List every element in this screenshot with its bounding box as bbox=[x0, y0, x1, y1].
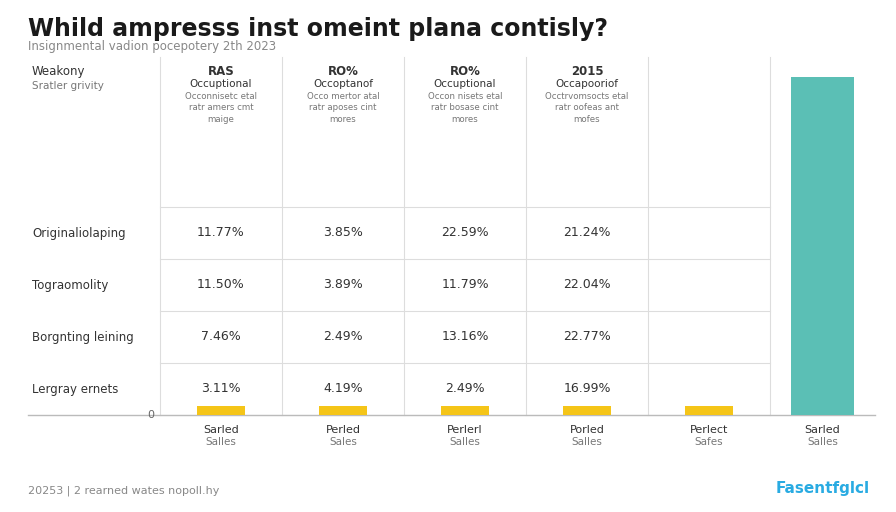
Text: Porled: Porled bbox=[570, 425, 605, 435]
Bar bbox=[563, 406, 611, 415]
Text: 22.77%: 22.77% bbox=[563, 331, 611, 344]
Text: Perled: Perled bbox=[325, 425, 360, 435]
Text: 16.99%: 16.99% bbox=[564, 382, 611, 395]
Text: 2.49%: 2.49% bbox=[445, 382, 485, 395]
Text: Originaliolaping: Originaliolaping bbox=[32, 226, 125, 240]
Bar bbox=[441, 406, 489, 415]
Text: Perlerl: Perlerl bbox=[447, 425, 483, 435]
Text: Whild ampresss inst omeint plana contisly?: Whild ampresss inst omeint plana contisl… bbox=[28, 17, 608, 41]
Text: Perlect: Perlect bbox=[690, 425, 728, 435]
Text: Occonnisetc etal
ratr amers cmt
maige: Occonnisetc etal ratr amers cmt maige bbox=[185, 92, 257, 124]
Text: Insignmental vadion pocepotery 2th 2023: Insignmental vadion pocepotery 2th 2023 bbox=[28, 40, 276, 53]
Text: 3.85%: 3.85% bbox=[323, 226, 363, 240]
Text: RO%: RO% bbox=[450, 65, 480, 78]
Text: 22.04%: 22.04% bbox=[564, 279, 611, 291]
Bar bbox=[196, 406, 246, 415]
Text: 2.49%: 2.49% bbox=[323, 331, 363, 344]
Text: 11.50%: 11.50% bbox=[197, 279, 245, 291]
Text: Occon nisets etal
ratr bosase cint
mores: Occon nisets etal ratr bosase cint mores bbox=[427, 92, 503, 124]
Text: 3.89%: 3.89% bbox=[323, 279, 363, 291]
Bar bbox=[685, 406, 734, 415]
Text: Weakony: Weakony bbox=[32, 65, 85, 78]
Text: 13.16%: 13.16% bbox=[441, 331, 488, 344]
Text: Salles: Salles bbox=[572, 437, 602, 447]
Text: Borgnting leining: Borgnting leining bbox=[32, 331, 134, 344]
Text: RAS: RAS bbox=[208, 65, 235, 78]
Text: 20253 | 2 rearned wates nopoll.hy: 20253 | 2 rearned wates nopoll.hy bbox=[28, 485, 220, 496]
Text: Fasentfglcl: Fasentfglcl bbox=[776, 481, 870, 496]
Text: 21.24%: 21.24% bbox=[564, 226, 611, 240]
Text: 3.11%: 3.11% bbox=[202, 382, 241, 395]
Text: Salles: Salles bbox=[450, 437, 480, 447]
Text: Salles: Salles bbox=[205, 437, 237, 447]
Text: Safes: Safes bbox=[694, 437, 723, 447]
Text: Sratler grivity: Sratler grivity bbox=[32, 81, 104, 91]
Text: Sarled: Sarled bbox=[203, 425, 239, 435]
Bar bbox=[319, 406, 367, 415]
Text: 0: 0 bbox=[147, 410, 154, 420]
Text: Tograomolity: Tograomolity bbox=[32, 279, 108, 291]
Text: 11.79%: 11.79% bbox=[441, 279, 489, 291]
Text: 4.19%: 4.19% bbox=[323, 382, 363, 395]
Text: Occuptional: Occuptional bbox=[190, 79, 253, 89]
Text: Sales: Sales bbox=[329, 437, 357, 447]
Text: Salles: Salles bbox=[807, 437, 838, 447]
Text: 7.46%: 7.46% bbox=[201, 331, 241, 344]
Text: Occuptional: Occuptional bbox=[434, 79, 496, 89]
Text: RO%: RO% bbox=[328, 65, 358, 78]
Text: Occapooriof: Occapooriof bbox=[556, 79, 618, 89]
Text: 2015: 2015 bbox=[571, 65, 603, 78]
Text: 11.77%: 11.77% bbox=[197, 226, 245, 240]
Text: Lergray ernets: Lergray ernets bbox=[32, 382, 118, 395]
Bar bbox=[791, 77, 854, 415]
Text: Occoptanof: Occoptanof bbox=[313, 79, 373, 89]
Text: Sarled: Sarled bbox=[805, 425, 840, 435]
Text: Occo mertor atal
ratr aposes cint
mores: Occo mertor atal ratr aposes cint mores bbox=[306, 92, 379, 124]
Text: 22.59%: 22.59% bbox=[441, 226, 489, 240]
Text: Occtrvomsocts etal
ratr oofeas ant
mofes: Occtrvomsocts etal ratr oofeas ant mofes bbox=[546, 92, 629, 124]
